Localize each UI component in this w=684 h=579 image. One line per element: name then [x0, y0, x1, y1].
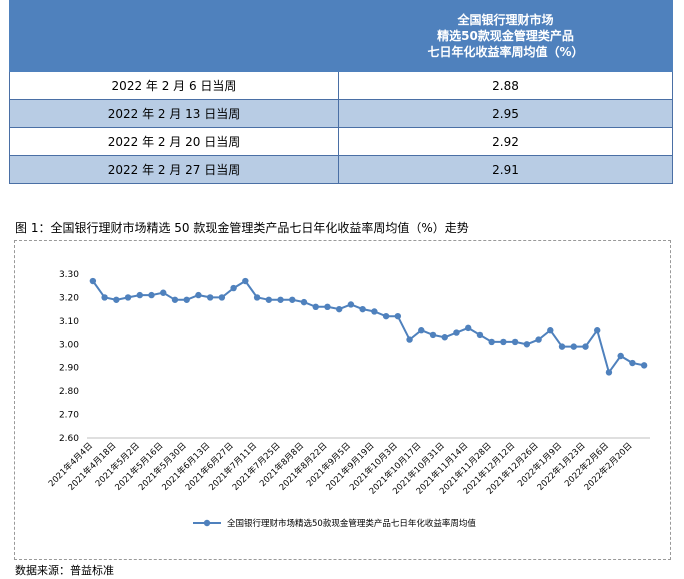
data-point [335, 305, 343, 313]
data-point [453, 329, 460, 336]
table-row: 2022 年 2 月 6 日当周 2.88 [9, 71, 673, 100]
data-point [535, 336, 542, 343]
data-point [160, 289, 167, 296]
y-tick-label: 2.90 [59, 364, 79, 374]
row-period: 2022 年 2 月 20 日当周 [9, 127, 339, 156]
y-tick-label: 2.60 [59, 434, 79, 444]
table-row: 2022 年 2 月 20 日当周 2.92 [9, 127, 673, 156]
table-row: 2022 年 2 月 27 日当周 2.91 [9, 155, 673, 184]
legend-marker [203, 519, 211, 527]
data-point [382, 312, 390, 320]
data-point [324, 303, 331, 310]
data-point [89, 277, 97, 285]
y-tick-label: 3.00 [59, 340, 79, 350]
data-point [570, 343, 577, 350]
data-point [418, 327, 425, 334]
data-point [136, 291, 143, 299]
data-point [253, 294, 261, 301]
series-line [92, 279, 645, 375]
data-point [289, 296, 296, 303]
data-point [359, 305, 366, 313]
data-point [500, 338, 507, 346]
y-tick-label: 3.30 [59, 270, 79, 280]
y-tick-label: 3.20 [59, 293, 79, 303]
data-point [347, 301, 355, 308]
header-line-3: 七日年化收益率周均值（%） [427, 45, 584, 59]
data-point [476, 331, 484, 339]
data-point [265, 296, 273, 303]
data-point [594, 327, 601, 334]
data-point [101, 294, 108, 301]
figure-caption: 图 1：全国银行理财市场精选 50 款现金管理类产品七日年化收益率周均值（%）走… [15, 221, 469, 235]
data-point [441, 334, 448, 341]
row-period: 2022 年 2 月 6 日当周 [9, 71, 339, 100]
chart-container: 3.30 3.20 3.10 3.00 2.90 2.80 2.70 2.60 2021年4月4… [14, 240, 671, 560]
row-value: 2.92 [338, 127, 673, 156]
data-point [394, 312, 402, 320]
data-point [429, 331, 437, 339]
data-point [206, 294, 214, 301]
summary-table: 全国银行理财市场 精选50款现金管理类产品 七日年化收益率周均值（%） 2022… [9, 0, 673, 184]
data-point [242, 277, 249, 285]
data-point [488, 338, 495, 346]
table-header-title: 全国银行理财市场 精选50款现金管理类产品 七日年化收益率周均值（%） [338, 0, 673, 72]
data-point [629, 359, 636, 367]
y-tick-label: 2.70 [59, 411, 79, 421]
data-source: 数据来源：普益标准 [15, 564, 114, 577]
data-point [300, 298, 308, 306]
data-point [511, 338, 519, 346]
data-point [148, 291, 155, 299]
header-line-1: 全国银行理财市场 [457, 13, 554, 27]
data-point [582, 343, 589, 350]
row-value: 2.88 [338, 71, 673, 100]
data-point [230, 284, 237, 292]
data-point [124, 294, 132, 301]
y-tick-label: 2.80 [59, 387, 79, 397]
data-point [464, 324, 472, 332]
table-row: 2022 年 2 月 13 日当周 2.95 [9, 99, 673, 128]
data-point [113, 296, 120, 303]
data-point [605, 369, 613, 376]
row-value: 2.95 [338, 99, 673, 128]
row-period: 2022 年 2 月 27 日当周 [9, 155, 339, 184]
line-chart: 3.303.203.103.002.902.802.702.602021年4月4… [46, 270, 650, 529]
data-point [277, 296, 284, 303]
data-point [640, 362, 648, 369]
legend-label: 全国银行理财市场精选50款现金管理类产品七日年化收益率周均值 [227, 518, 476, 529]
data-point [523, 341, 531, 348]
data-point [558, 343, 566, 350]
table-header-blank [9, 0, 339, 72]
data-point [171, 296, 179, 303]
row-period: 2022 年 2 月 13 日当周 [9, 99, 339, 128]
data-point [547, 327, 554, 334]
data-point [195, 291, 202, 299]
header-line-2: 精选50款现金管理类产品 [437, 29, 574, 43]
data-point [406, 336, 413, 343]
data-point [617, 352, 624, 360]
data-point [183, 296, 190, 303]
table-header-row: 全国银行理财市场 精选50款现金管理类产品 七日年化收益率周均值（%） [9, 0, 673, 72]
data-point [218, 294, 226, 301]
data-point [371, 308, 378, 315]
row-value: 2.91 [338, 155, 673, 184]
y-tick-label: 3.10 [59, 317, 79, 327]
data-point [312, 303, 319, 310]
